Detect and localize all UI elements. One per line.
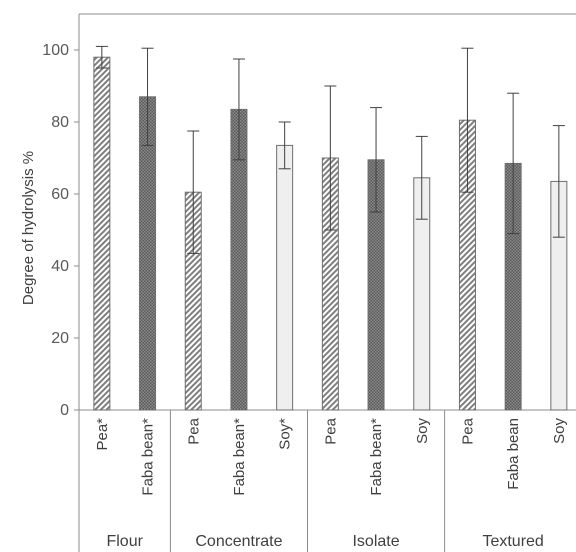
x-category-label: Soy (414, 418, 431, 444)
x-category-label: Faba bean* (231, 418, 248, 496)
x-category-label: Soy (551, 418, 568, 444)
bar-concentrate-soy (276, 144, 294, 411)
bar-flour-pea (93, 56, 111, 411)
x-category-label: Pea (322, 417, 339, 444)
x-category-label: Faba bean* (140, 418, 157, 496)
x-category-label: Soy* (277, 418, 294, 450)
x-category-label: Faba bean* (368, 418, 385, 496)
x-category-label: Faba bean (505, 418, 522, 490)
x-group-label: Flour (106, 533, 143, 550)
x-group-label: Isolate (352, 533, 399, 550)
y-tick-label: 80 (51, 114, 69, 131)
y-tick-label: 40 (51, 258, 69, 275)
x-category-label: Pea (459, 417, 476, 444)
x-category-label: Pea (185, 417, 202, 444)
y-tick-label: 100 (42, 42, 69, 59)
x-group-label: Concentrate (195, 533, 282, 550)
y-tick-label: 20 (51, 330, 69, 347)
x-category-label: Pea* (94, 418, 111, 451)
y-tick-label: 0 (60, 402, 69, 419)
y-axis-title: Degree of hydrolysis % (20, 151, 37, 305)
y-tick-label: 60 (51, 186, 69, 203)
x-group-label: Textured (482, 533, 543, 550)
